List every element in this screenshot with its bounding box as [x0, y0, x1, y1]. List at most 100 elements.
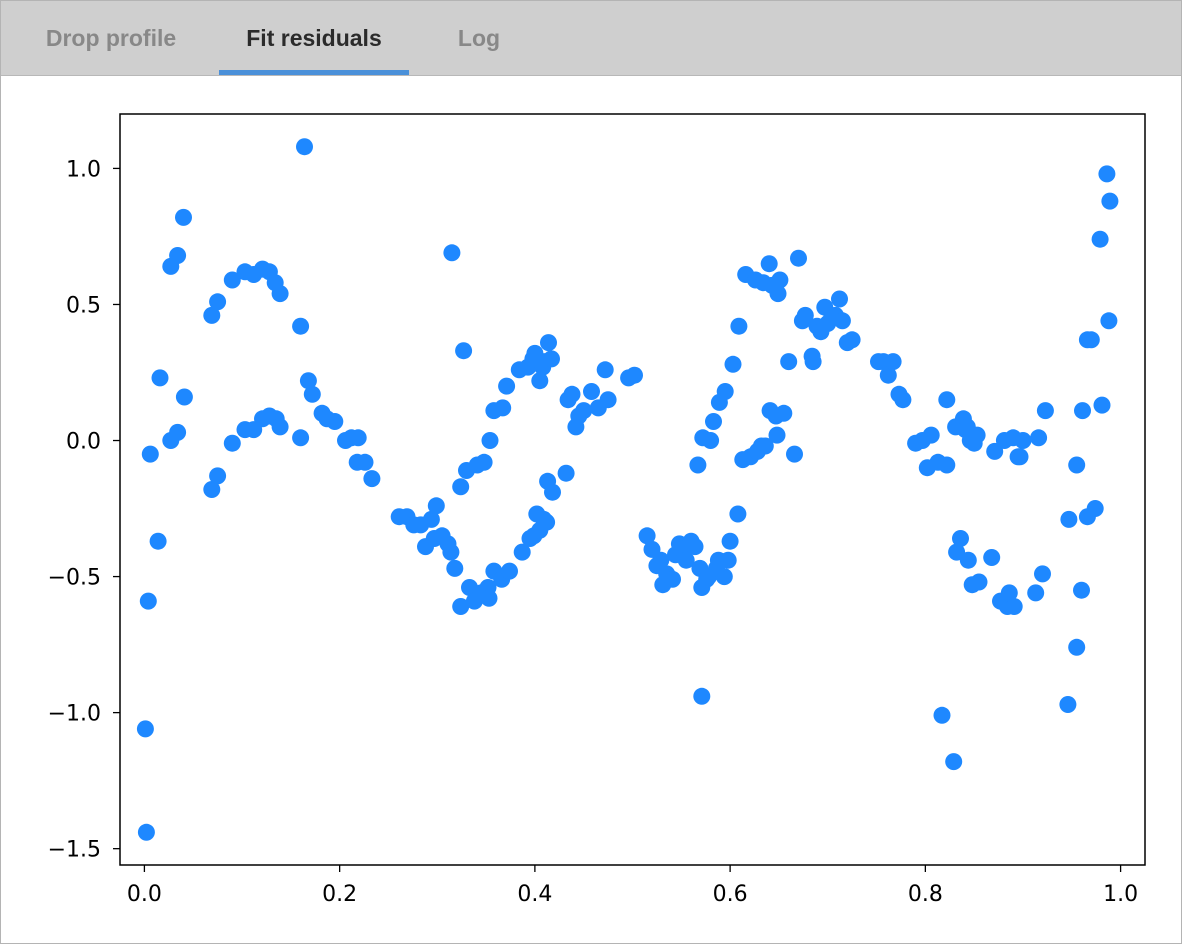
tab-bar: Drop profile Fit residuals Log — [1, 1, 1181, 76]
tab-label: Drop profile — [45, 24, 177, 51]
scatter-point — [223, 434, 241, 452]
scatter-point — [756, 437, 774, 455]
scatter-point — [970, 573, 988, 591]
scatter-point — [1098, 165, 1116, 183]
scatter-point — [303, 385, 321, 403]
x-axis: 0.0 0.2 0.4 0.6 0.8 1.0 — [127, 865, 1138, 907]
scatter-point — [652, 551, 670, 569]
scatter-point — [686, 538, 704, 556]
scatter-point — [626, 366, 643, 384]
scatter-point — [136, 720, 154, 738]
scatter-point — [299, 372, 317, 390]
scatter-point — [1059, 696, 1077, 713]
scatter-point — [760, 255, 778, 273]
scatter-point — [141, 445, 159, 463]
scatter-point — [833, 312, 851, 330]
scatter-point — [983, 549, 1001, 566]
scatter-point — [786, 445, 803, 463]
scatter-point — [879, 366, 897, 384]
scatter-point — [884, 353, 902, 371]
scatter-point — [452, 598, 470, 615]
scatter-point — [543, 350, 560, 368]
scatter-point — [1005, 598, 1023, 615]
scatter-point — [719, 551, 737, 569]
scatter-point — [780, 353, 798, 371]
residuals-scatter-chart: 0.0 0.2 0.4 0.6 0.8 1.0 1.0 0.5 0.0 −0.5 −1.0 −1.5 — [48, 113, 1146, 907]
x-tick-label: 1.0 — [1103, 882, 1138, 907]
scatter-point — [575, 402, 593, 420]
scatter-point — [716, 383, 734, 400]
tab-drop-profile[interactable]: Drop profile — [29, 1, 193, 75]
scatter-point — [151, 369, 169, 387]
scatter-point — [427, 497, 445, 515]
scatter-point — [557, 464, 575, 482]
scatter-point — [1074, 402, 1091, 420]
scatter-point — [938, 456, 956, 474]
scatter-point — [599, 391, 617, 409]
scatter-point — [1027, 584, 1045, 602]
scatter-point — [804, 353, 822, 371]
scatter-point — [452, 478, 470, 496]
scatter-point — [292, 317, 310, 335]
scatter-point — [137, 823, 155, 841]
x-tick-label: 0.8 — [908, 882, 943, 907]
scatter-point — [986, 442, 1004, 460]
scatter-point — [1093, 396, 1111, 414]
active-tab-indicator — [219, 70, 409, 75]
scatter-point — [563, 385, 581, 403]
y-tick-label: −1.0 — [48, 702, 101, 727]
scatter-point — [356, 453, 374, 471]
scatter-point — [513, 543, 531, 561]
scatter-point — [296, 138, 313, 156]
y-tick-label: 0.0 — [66, 430, 101, 455]
scatter-point — [209, 293, 227, 311]
scatter-point — [730, 317, 748, 335]
scatter-point — [952, 530, 969, 547]
tab-fit-residuals[interactable]: Fit residuals — [219, 1, 409, 75]
scatter-point — [481, 432, 499, 449]
scatter-point — [1086, 500, 1104, 517]
scatter-point — [705, 413, 722, 430]
scatter-point — [540, 334, 557, 352]
scatter-point — [349, 429, 367, 447]
tab-log[interactable]: Log — [441, 1, 517, 75]
scatter-point — [729, 505, 747, 523]
scatter-point — [442, 543, 460, 561]
scatter-point — [596, 361, 614, 379]
x-tick-label: 0.2 — [322, 882, 357, 907]
scatter-point — [271, 418, 289, 436]
scatter-point — [771, 271, 789, 289]
scatter-point — [363, 470, 381, 488]
scatter-point — [169, 247, 187, 264]
x-tick-label: 0.4 — [517, 882, 552, 907]
scatter-point — [664, 570, 681, 588]
scatter-point — [843, 331, 861, 349]
scatter-point — [531, 372, 549, 390]
tab-content-panel: 0.0 0.2 0.4 0.6 0.8 1.0 1.0 0.5 0.0 −0.5 −1.0 −1.5 — [1, 76, 1181, 943]
y-tick-label: −0.5 — [48, 566, 101, 591]
scatter-point — [1000, 584, 1018, 602]
scatter-point — [209, 467, 227, 485]
scatter-point — [498, 377, 516, 395]
scatter-point — [446, 559, 464, 577]
scatter-point — [139, 592, 157, 610]
x-tick-label: 0.6 — [713, 882, 748, 907]
scatter-point — [326, 413, 344, 430]
tab-label: Log — [457, 24, 501, 51]
data-points — [136, 138, 1119, 841]
scatter-point — [968, 426, 986, 444]
scatter-point — [959, 551, 977, 569]
y-axis: 1.0 0.5 0.0 −0.5 −1.0 −1.5 — [48, 157, 120, 863]
scatter-point — [638, 527, 656, 545]
scatter-point — [1068, 638, 1086, 656]
scatter-point — [721, 532, 739, 550]
scatter-point — [149, 532, 167, 550]
scatter-point — [894, 391, 912, 409]
scatter-point — [768, 426, 786, 444]
scatter-point — [480, 589, 498, 607]
scatter-point — [769, 285, 787, 303]
scatter-point — [538, 513, 556, 531]
scatter-point — [175, 208, 192, 226]
scatter-point — [1014, 432, 1032, 449]
scatter-point — [715, 568, 733, 586]
